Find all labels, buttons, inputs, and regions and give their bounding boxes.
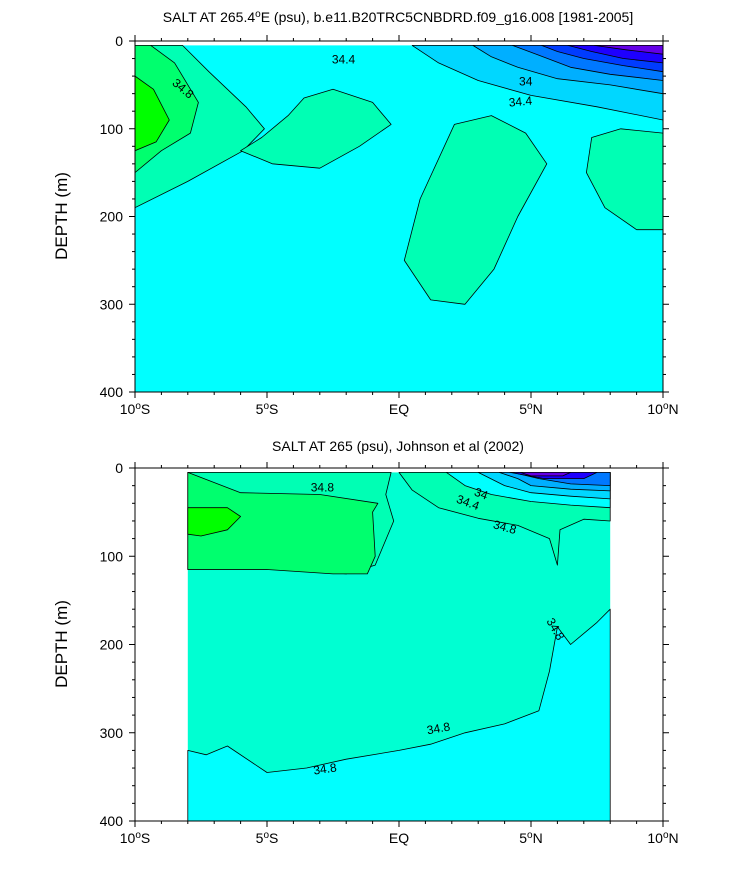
y-tick-label: 0: [115, 460, 123, 476]
x-tick-label: 10oS: [120, 830, 150, 846]
contour-label: 34.4: [508, 94, 533, 110]
contour-label: 34: [472, 485, 490, 503]
salinity-contour-region: [187, 507, 242, 537]
chart-title: SALT AT 265.4oE (psu), b.e11.B20TRC5CNBD…: [163, 9, 633, 25]
axis-ticks: 10oS 5oS EQ 5oN 10oN 0 100 200 300 400: [100, 33, 679, 417]
salinity-contour-region: [135, 75, 170, 152]
x-tick-label: 5oN: [519, 401, 542, 417]
y-axis-label: DEPTH (m): [52, 172, 71, 260]
contour-fills: [135, 45, 663, 392]
y-tick-label: 200: [100, 637, 124, 653]
x-tick-label: 5oS: [256, 830, 279, 846]
contour-label: 34: [519, 74, 533, 88]
y-tick-label: 100: [100, 548, 124, 564]
x-tick-label: 5oS: [256, 401, 279, 417]
contour-label: 34.8: [312, 760, 337, 777]
contour-label: 34.8: [426, 719, 452, 737]
y-tick-label: 400: [100, 813, 124, 829]
chart-title: SALT AT 265 (psu), Johnson et al (2002): [272, 438, 524, 454]
salinity-contour-region: [586, 128, 663, 231]
x-tick-label: EQ: [389, 830, 409, 846]
salinity-contour-region: [403, 115, 548, 305]
salinity-contour-region: [240, 88, 392, 169]
x-tick-label: EQ: [389, 401, 409, 417]
contour-fills: [187, 471, 611, 821]
y-tick-label: 400: [100, 384, 124, 400]
y-tick-label: 100: [100, 121, 124, 137]
axis-ticks: 10oS 5oS EQ 5oN 10oN 0 100 200 300 400: [100, 460, 679, 846]
x-tick-label: 10oN: [647, 401, 678, 417]
salinity-contour-region: [594, 45, 663, 55]
y-tick-label: 0: [115, 33, 123, 49]
x-tick-label: 5oN: [519, 830, 542, 846]
y-tick-label: 300: [100, 725, 124, 741]
contour-label: 34.4: [332, 52, 356, 66]
y-axis-label: DEPTH (m): [52, 600, 71, 688]
contour-label: 34.8: [311, 480, 335, 494]
y-tick-label: 300: [100, 296, 124, 312]
salinity-contour-region: [187, 608, 611, 821]
contour-label: 34.8: [492, 517, 518, 537]
y-tick-label: 200: [100, 209, 124, 225]
salinity-contour-region: [187, 471, 379, 575]
x-tick-label: 10oN: [647, 830, 678, 846]
x-tick-label: 10oS: [120, 401, 150, 417]
salinity-contour-region: [520, 471, 571, 477]
